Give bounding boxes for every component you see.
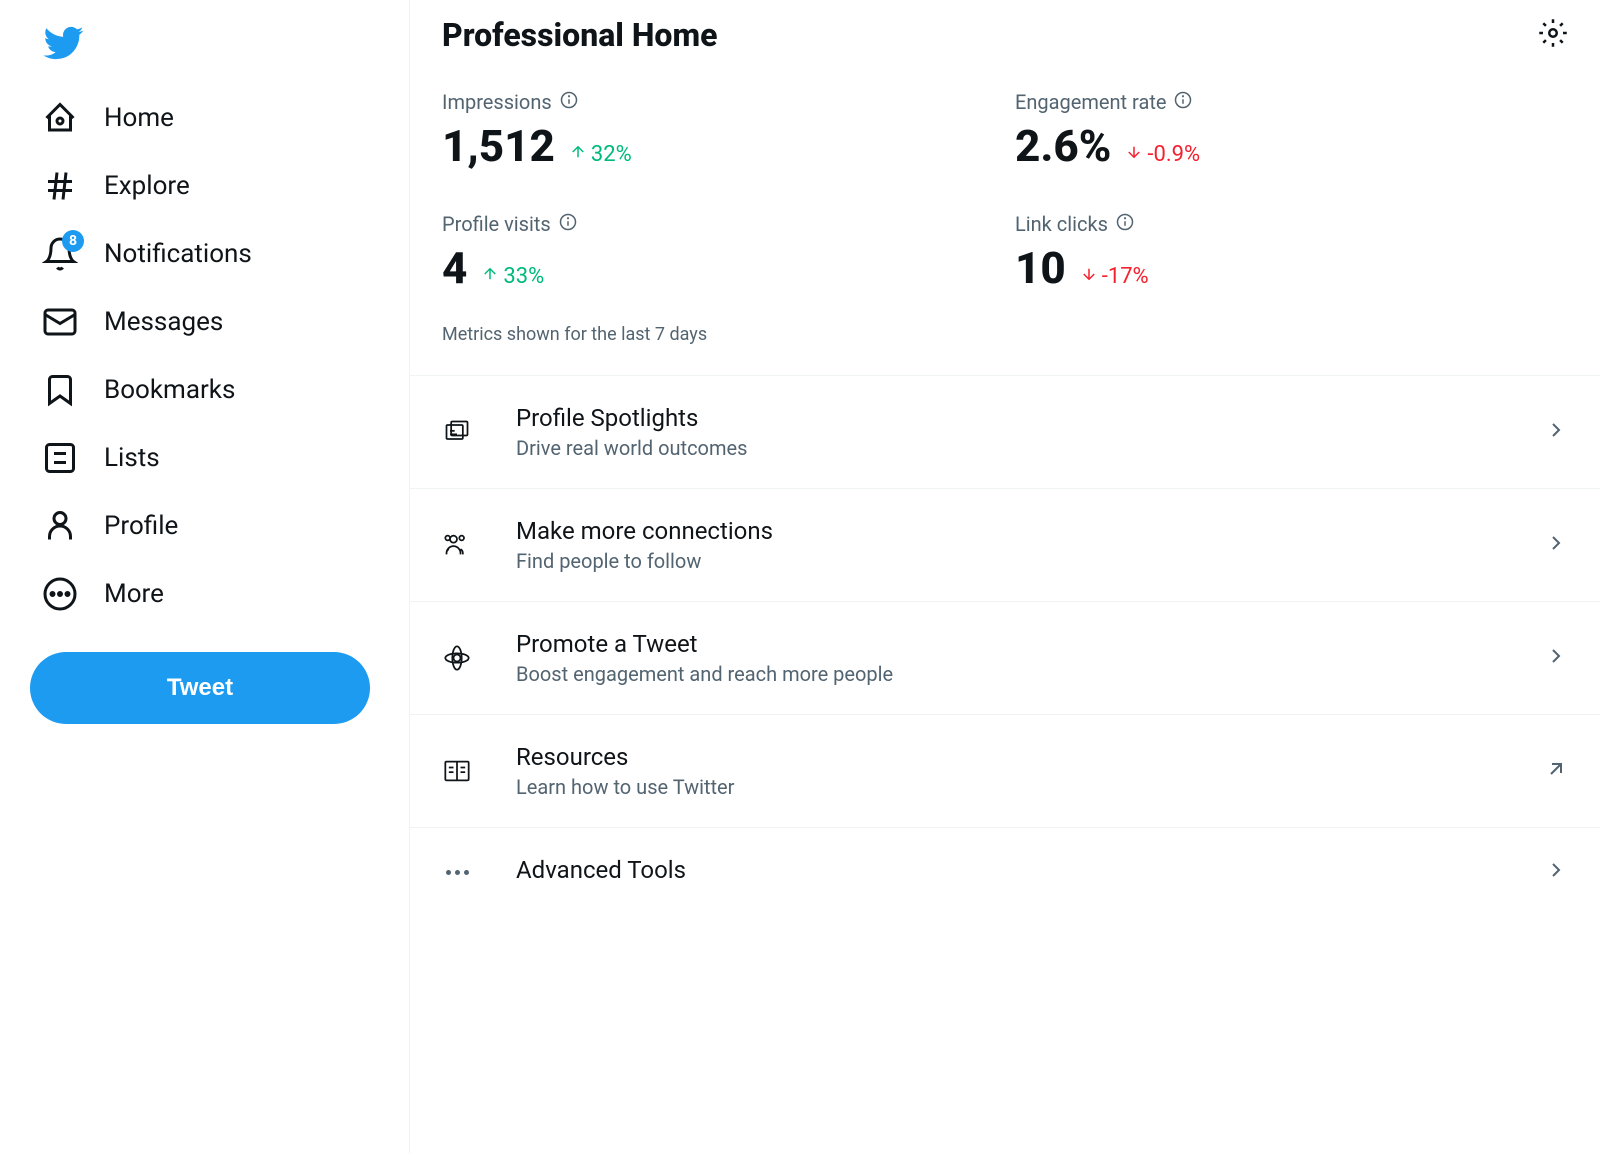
nav-explore[interactable]: Explore	[30, 156, 409, 216]
metric-impressions: Impressions 1,512 32%	[442, 90, 995, 172]
action-title: Promote a Tweet	[516, 630, 1544, 658]
action-resources[interactable]: Resources Learn how to use Twitter	[410, 715, 1600, 828]
arrow-down-icon	[1125, 142, 1143, 167]
metric-engagement-rate: Engagement rate 2.6% -0.9%	[1015, 90, 1568, 172]
nav-label: Notifications	[104, 239, 252, 269]
metric-label: Profile visits	[442, 212, 551, 236]
metric-label: Impressions	[442, 90, 552, 114]
action-title: Resources	[516, 743, 1544, 771]
settings-icon[interactable]	[1538, 18, 1568, 52]
page-title: Professional Home	[442, 16, 717, 54]
mail-icon	[42, 304, 78, 340]
nav-label: Explore	[104, 171, 190, 201]
nav-home[interactable]: Home	[30, 88, 409, 148]
metric-change: -17%	[1080, 264, 1149, 289]
metric-change: 32%	[569, 142, 632, 167]
metric-value: 10	[1015, 242, 1066, 294]
info-icon[interactable]	[559, 213, 577, 235]
nav-label: Profile	[104, 511, 178, 541]
metric-profile-visits: Profile visits 4 33%	[442, 212, 995, 294]
action-subtitle: Drive real world outcomes	[516, 436, 1544, 460]
action-list: Profile Spotlights Drive real world outc…	[410, 375, 1600, 916]
nav-label: Bookmarks	[104, 375, 235, 405]
metric-value: 1,512	[442, 120, 555, 172]
info-icon[interactable]	[560, 91, 578, 113]
action-promote[interactable]: Promote a Tweet Boost engagement and rea…	[410, 602, 1600, 715]
nav-label: Messages	[104, 307, 223, 337]
people-icon	[442, 530, 472, 560]
sidebar: Home Explore 8 Notifications Messages Bo…	[0, 0, 410, 1153]
arrow-up-icon	[481, 264, 499, 289]
action-profile-spotlights[interactable]: Profile Spotlights Drive real world outc…	[410, 376, 1600, 489]
dots-icon	[442, 857, 472, 887]
main-content: Professional Home Impressions 1,512 32%	[410, 0, 1600, 1153]
action-subtitle: Learn how to use Twitter	[516, 775, 1544, 799]
nav-messages[interactable]: Messages	[30, 292, 409, 352]
arrow-up-icon	[569, 142, 587, 167]
twitter-logo[interactable]	[30, 10, 409, 80]
action-title: Advanced Tools	[516, 856, 1544, 884]
metric-change: 33%	[481, 264, 544, 289]
nav-more[interactable]: More	[30, 564, 409, 624]
metric-label: Link clicks	[1015, 212, 1108, 236]
metric-value: 2.6%	[1015, 120, 1111, 172]
metrics-section: Impressions 1,512 32% Engagement rate	[410, 70, 1600, 375]
bell-icon: 8	[42, 236, 78, 272]
notification-badge: 8	[62, 230, 84, 252]
tweet-button[interactable]: Tweet	[30, 652, 370, 724]
home-icon	[42, 100, 78, 136]
action-connections[interactable]: Make more connections Find people to fol…	[410, 489, 1600, 602]
spotlight-icon	[442, 417, 472, 447]
bookmark-icon	[42, 372, 78, 408]
metric-change: -0.9%	[1125, 142, 1200, 167]
info-icon[interactable]	[1116, 213, 1134, 235]
nav-notifications[interactable]: 8 Notifications	[30, 224, 409, 284]
more-icon	[42, 576, 78, 612]
promote-icon	[442, 643, 472, 673]
nav-label: Home	[104, 103, 174, 133]
list-icon	[42, 440, 78, 476]
profile-icon	[42, 508, 78, 544]
action-subtitle: Find people to follow	[516, 549, 1544, 573]
nav-label: More	[104, 579, 164, 609]
info-icon[interactable]	[1174, 91, 1192, 113]
chevron-right-icon	[1544, 418, 1568, 446]
nav-label: Lists	[104, 443, 160, 473]
chevron-right-icon	[1544, 531, 1568, 559]
nav-profile[interactable]: Profile	[30, 496, 409, 556]
action-title: Make more connections	[516, 517, 1544, 545]
action-title: Profile Spotlights	[516, 404, 1544, 432]
action-subtitle: Boost engagement and reach more people	[516, 662, 1544, 686]
nav-lists[interactable]: Lists	[30, 428, 409, 488]
metrics-grid: Impressions 1,512 32% Engagement rate	[442, 90, 1568, 294]
external-link-icon	[1544, 757, 1568, 785]
metric-value: 4	[442, 242, 467, 294]
arrow-down-icon	[1080, 264, 1098, 289]
hashtag-icon	[42, 168, 78, 204]
page-header: Professional Home	[410, 0, 1600, 70]
metrics-footer: Metrics shown for the last 7 days	[442, 324, 1568, 345]
nav-bookmarks[interactable]: Bookmarks	[30, 360, 409, 420]
action-advanced-tools[interactable]: Advanced Tools	[410, 828, 1600, 916]
chevron-right-icon	[1544, 858, 1568, 886]
metric-label: Engagement rate	[1015, 90, 1166, 114]
chevron-right-icon	[1544, 644, 1568, 672]
book-icon	[442, 756, 472, 786]
metric-link-clicks: Link clicks 10 -17%	[1015, 212, 1568, 294]
